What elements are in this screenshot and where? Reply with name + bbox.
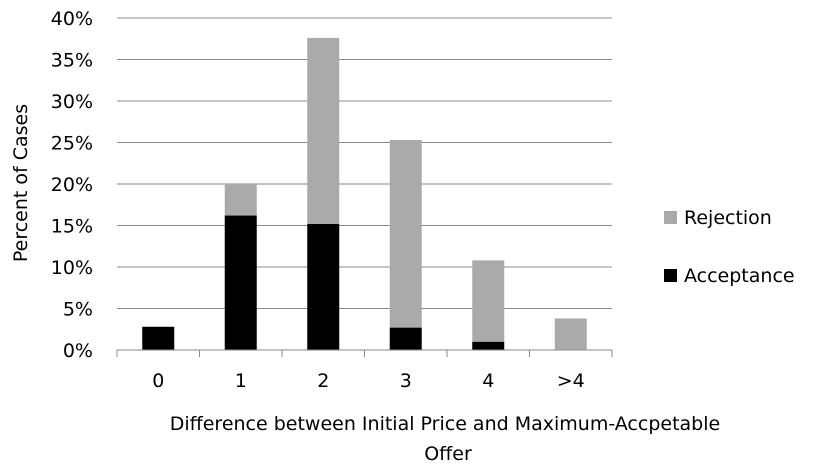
y-tick-label: 20%	[51, 174, 93, 196]
y-tick-label: 0%	[63, 340, 93, 362]
x-tick-label: >4	[557, 370, 585, 392]
bar-acceptance	[224, 215, 257, 350]
y-tick-label: 10%	[51, 257, 93, 279]
x-axis-title-line-2: Offer	[424, 443, 472, 465]
x-axis-title: Difference between Initial Price and Max…	[170, 413, 727, 465]
bar-rejection	[554, 318, 587, 350]
x-axis-ticks	[116, 350, 613, 357]
gridlines	[117, 17, 612, 309]
y-tick-label: 35%	[51, 50, 93, 72]
bars	[142, 37, 587, 350]
y-axis-tick-labels: 0% 5% 10% 15% 20% 25% 30% 35% 40%	[51, 8, 93, 362]
y-tick-label: 15%	[51, 216, 93, 238]
legend: Rejection Acceptance	[664, 207, 795, 287]
legend-swatch-rejection	[664, 211, 677, 224]
x-axis-tick-labels: 0 1 2 3 4 >4	[152, 370, 585, 392]
bar-rejection	[224, 184, 257, 216]
y-axis-title: Percent of Cases	[10, 104, 32, 262]
bar-acceptance	[142, 326, 175, 350]
y-tick-label: 5%	[63, 299, 93, 321]
x-tick-label: 4	[482, 370, 494, 392]
bar-acceptance	[307, 223, 340, 350]
y-tick-label: 25%	[51, 133, 93, 155]
legend-item-rejection: Rejection	[664, 207, 772, 229]
bar-rejection	[472, 260, 505, 342]
legend-swatch-acceptance	[664, 269, 677, 282]
x-axis-title-line-1: Difference between Initial Price and Max…	[170, 413, 720, 435]
y-tick-label: 40%	[51, 8, 93, 30]
x-tick-label: 1	[235, 370, 247, 392]
legend-item-acceptance: Acceptance	[664, 265, 795, 287]
bar-rejection	[307, 37, 340, 224]
bar-rejection	[389, 140, 422, 328]
y-tick-label: 30%	[51, 91, 93, 113]
bar-acceptance	[389, 327, 422, 350]
x-tick-label: 3	[400, 370, 412, 392]
legend-label-acceptance: Acceptance	[684, 265, 795, 287]
bar-acceptance	[472, 341, 505, 350]
x-tick-label: 2	[317, 370, 329, 392]
legend-label-rejection: Rejection	[684, 207, 772, 229]
x-tick-label: 0	[152, 370, 164, 392]
